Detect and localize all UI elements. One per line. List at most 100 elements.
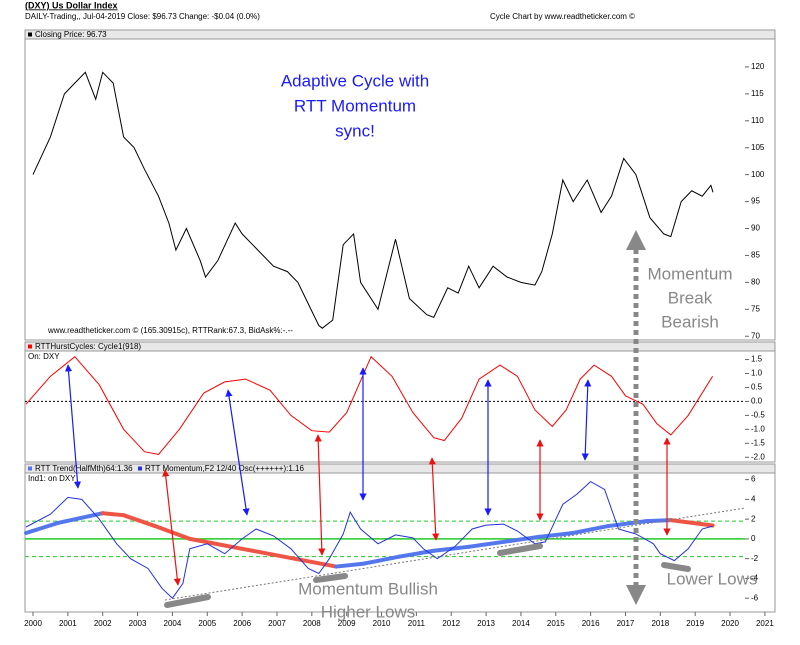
trend-segment bbox=[334, 561, 367, 569]
trend-segment bbox=[100, 511, 126, 518]
x-tick-label: 2018 bbox=[651, 619, 669, 628]
y-tick-label: 90 bbox=[751, 224, 760, 233]
legend-swatch bbox=[28, 466, 32, 471]
annotation: Bearish bbox=[661, 312, 719, 331]
y-tick-label: 6 bbox=[751, 475, 756, 484]
x-tick-label: 2010 bbox=[373, 619, 391, 628]
page-title: (DXY) Us Dollar Index bbox=[25, 0, 118, 10]
x-tick-label: 2012 bbox=[442, 619, 460, 628]
trend-segment bbox=[536, 530, 576, 539]
panel-header bbox=[24, 463, 776, 474]
annotation: Momentum bbox=[647, 264, 732, 283]
low-marker bbox=[661, 562, 691, 572]
annotation-arrows bbox=[64, 230, 746, 608]
y-tick-label: -4 bbox=[751, 574, 759, 583]
x-tick-label: 2001 bbox=[59, 619, 77, 628]
y-tick-label: 85 bbox=[751, 251, 760, 260]
annotation: Adaptive Cycle with bbox=[281, 71, 429, 90]
x-tick-label: 2020 bbox=[721, 619, 739, 628]
x-tick-label: 2019 bbox=[686, 619, 704, 628]
credit: Cycle Chart by www.readtheticker.com © bbox=[490, 12, 635, 21]
y-tick-label: 0 bbox=[751, 534, 756, 543]
y-tick-label: 2 bbox=[751, 514, 756, 523]
series-line bbox=[25, 355, 714, 456]
y-tick-label: 80 bbox=[751, 277, 760, 286]
legend-label: RTTHurstCycles: Cycle1(918) bbox=[35, 342, 141, 351]
trend-segment bbox=[508, 534, 541, 543]
y-tick-label: 115 bbox=[751, 89, 764, 98]
y-tick-label: 1.0 bbox=[751, 369, 763, 378]
legend-swatch bbox=[28, 32, 32, 37]
low-marker bbox=[164, 594, 211, 608]
trend-segment bbox=[187, 536, 245, 551]
x-tick-label: 2004 bbox=[164, 619, 182, 628]
x-tick-label: 2009 bbox=[338, 619, 356, 628]
trend-segment bbox=[121, 513, 157, 529]
y-tick-label: 100 bbox=[751, 170, 765, 179]
panel-header bbox=[24, 29, 776, 40]
panel-label: Ind1: on DXY bbox=[28, 474, 76, 483]
x-tick-label: 2011 bbox=[408, 619, 426, 628]
annotation: sync! bbox=[335, 121, 375, 140]
trend-segment bbox=[466, 538, 513, 549]
arrow bbox=[581, 379, 592, 461]
y-tick-label: -2 bbox=[751, 554, 759, 563]
legend-swatch bbox=[28, 344, 32, 349]
x-tick-label: 2017 bbox=[617, 619, 635, 628]
trend-segment bbox=[240, 546, 297, 561]
annotation: Higher Lows bbox=[321, 602, 416, 621]
trend-segment bbox=[24, 521, 60, 535]
legend-label: Closing Price: 96.73 bbox=[35, 30, 107, 39]
trend-segment bbox=[362, 554, 401, 566]
y-tick-label: -1.5 bbox=[751, 438, 765, 447]
x-tick-label: 2014 bbox=[512, 619, 530, 628]
arrow bbox=[162, 469, 181, 586]
x-tick-label: 2005 bbox=[198, 619, 216, 628]
y-tick-label: 70 bbox=[751, 331, 760, 340]
x-tick-label: 2002 bbox=[94, 619, 112, 628]
x-tick-label: 2021 bbox=[756, 619, 774, 628]
trend-segment bbox=[668, 518, 715, 528]
y-tick-label: 105 bbox=[751, 143, 765, 152]
arrow bbox=[314, 434, 326, 556]
panel-header bbox=[24, 341, 776, 352]
y-tick-label: 110 bbox=[751, 116, 764, 125]
y-tick-label: 120 bbox=[751, 62, 765, 71]
trendline bbox=[164, 507, 746, 601]
low-marker bbox=[497, 543, 543, 556]
low-marker bbox=[313, 573, 348, 583]
trend-segment bbox=[571, 524, 611, 535]
x-tick-label: 2003 bbox=[129, 619, 147, 628]
page-subtitle: DAILY-Trading,, Jul-04-2019 Close: $96.7… bbox=[25, 12, 260, 21]
panel-label: On: DXY bbox=[28, 352, 60, 361]
arrow bbox=[64, 364, 82, 489]
legend-label: RTT Momentum,F2 12/40 Osc(++++++):1.16 bbox=[145, 464, 304, 473]
x-tick-label: 2015 bbox=[547, 619, 565, 628]
series-line bbox=[25, 480, 713, 599]
annotation: Momentum Bullish bbox=[298, 579, 438, 598]
y-tick-label: 0.5 bbox=[751, 383, 763, 392]
arrow bbox=[225, 389, 250, 516]
y-tick-label: 1.5 bbox=[751, 355, 763, 364]
footer: www.readtheticker.com © (165.30915c), RT… bbox=[47, 326, 293, 335]
y-tick-label: 95 bbox=[751, 197, 760, 206]
y-tick-label: 75 bbox=[751, 304, 760, 313]
y-tick-label: -6 bbox=[751, 593, 759, 602]
y-tick-label: 4 bbox=[751, 494, 756, 503]
x-tick-label: 2016 bbox=[582, 619, 600, 628]
y-tick-label: -2.0 bbox=[751, 452, 765, 461]
x-tick-label: 2007 bbox=[268, 619, 286, 628]
series-line bbox=[32, 71, 714, 329]
x-tick-label: 2000 bbox=[24, 619, 42, 628]
annotation: Break bbox=[668, 288, 713, 307]
x-tick-label: 2008 bbox=[303, 619, 321, 628]
annotation: RTT Momentum bbox=[294, 96, 416, 115]
y-tick-label: -0.5 bbox=[751, 410, 765, 419]
annotation: Lower Lows bbox=[667, 569, 758, 588]
legend-swatch bbox=[138, 466, 142, 471]
x-tick-label: 2006 bbox=[233, 619, 251, 628]
legend-label: RTT Trend(HalfMth)64:1.36 bbox=[35, 464, 133, 473]
arrow bbox=[428, 457, 440, 541]
y-tick-label: 0.0 bbox=[751, 397, 763, 406]
